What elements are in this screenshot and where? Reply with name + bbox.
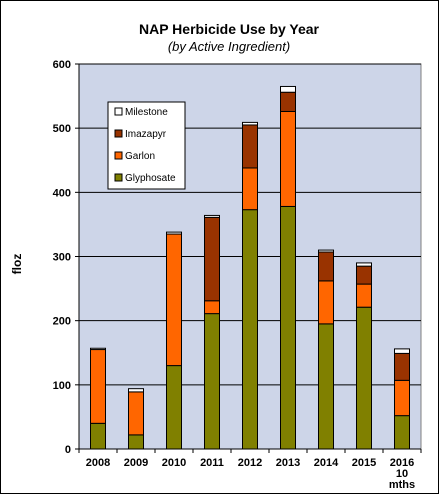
bar-segment-glyphosate bbox=[356, 306, 372, 450]
y-tick-label: 100 bbox=[53, 380, 71, 392]
bar-segment-glyphosate bbox=[204, 313, 220, 450]
x-tick-label: 2008 bbox=[86, 457, 110, 469]
chart-subtitle: (by Active Ingredient) bbox=[168, 39, 290, 54]
bar-segment-imazapyr bbox=[356, 265, 372, 285]
bar-segment-glyphosate bbox=[280, 205, 296, 450]
x-tick-label: 2014 bbox=[314, 457, 339, 469]
x-tick-label: 2016 bbox=[390, 457, 414, 469]
y-tick-label: 300 bbox=[53, 252, 71, 264]
x-tick-label: 10 bbox=[396, 468, 408, 480]
bar-segment-garlon bbox=[318, 280, 334, 325]
bar-segment-garlon bbox=[280, 110, 296, 207]
bar-segment-glyphosate bbox=[394, 415, 410, 450]
legend-swatch bbox=[114, 173, 123, 182]
legend-swatch bbox=[114, 107, 123, 116]
legend-swatch bbox=[114, 129, 123, 138]
bar-segment-garlon bbox=[394, 379, 410, 417]
axes: 0 100 200 300 400 500 600 2008 2009 2010 2011 2012 2… bbox=[53, 59, 422, 491]
bar-segment-garlon bbox=[204, 300, 220, 315]
bar-segment-glyphosate bbox=[128, 434, 144, 450]
bar-segment-garlon bbox=[128, 391, 144, 436]
bar-segment-milestone bbox=[318, 249, 334, 253]
bar-segment-glyphosate bbox=[90, 422, 106, 450]
bar-segment-imazapyr bbox=[394, 352, 410, 381]
bar-segment-glyphosate bbox=[166, 365, 182, 450]
y-tick-label: 500 bbox=[53, 123, 71, 135]
bar-segment-imazapyr bbox=[280, 91, 296, 112]
y-tick-label: 200 bbox=[53, 316, 71, 328]
bar-segment-milestone bbox=[394, 348, 410, 354]
x-tick-label: 2010 bbox=[162, 457, 186, 469]
bar-segment-garlon bbox=[356, 283, 372, 308]
y-tick-label: 600 bbox=[53, 59, 71, 71]
legend-label: Imazapyr bbox=[125, 129, 167, 140]
bar-segment-milestone bbox=[90, 347, 106, 351]
bar-segment-imazapyr bbox=[318, 251, 334, 282]
bar-segment-garlon bbox=[242, 167, 258, 211]
legend: Milestone Imazapyr Garlon Glyphosate bbox=[107, 101, 186, 190]
legend-label: Glyphosate bbox=[125, 173, 176, 184]
bar-segment-milestone bbox=[204, 214, 220, 218]
x-tick-label: mths bbox=[389, 479, 415, 491]
bar-segment-milestone bbox=[166, 231, 182, 235]
bar-segment-glyphosate bbox=[318, 323, 334, 450]
x-tick-label: 2009 bbox=[124, 457, 148, 469]
bar-segment-garlon bbox=[166, 233, 182, 367]
y-tick-label: 400 bbox=[53, 187, 71, 199]
x-tick-label: 2015 bbox=[352, 457, 376, 469]
bars bbox=[90, 85, 410, 450]
bar-segment-glyphosate bbox=[242, 209, 258, 450]
bar-segment-milestone bbox=[242, 121, 258, 126]
bar-segment-milestone bbox=[280, 85, 296, 93]
legend-label: Milestone bbox=[125, 107, 168, 118]
bar-segment-milestone bbox=[356, 262, 372, 267]
legend-label: Garlon bbox=[125, 151, 155, 162]
chart-title: NAP Herbicide Use by Year bbox=[139, 21, 320, 37]
bar-segment-milestone bbox=[128, 388, 144, 393]
y-axis-label: floz bbox=[10, 254, 24, 275]
bar-segment-imazapyr bbox=[242, 124, 258, 169]
y-tick-label: 0 bbox=[65, 444, 71, 456]
bar-segment-imazapyr bbox=[204, 216, 220, 302]
x-tick-label: 2011 bbox=[200, 457, 224, 469]
x-tick-label: 2013 bbox=[276, 457, 300, 469]
legend-swatch bbox=[114, 151, 123, 160]
bar-segment-garlon bbox=[90, 349, 106, 424]
x-tick-label: 2012 bbox=[238, 457, 262, 469]
